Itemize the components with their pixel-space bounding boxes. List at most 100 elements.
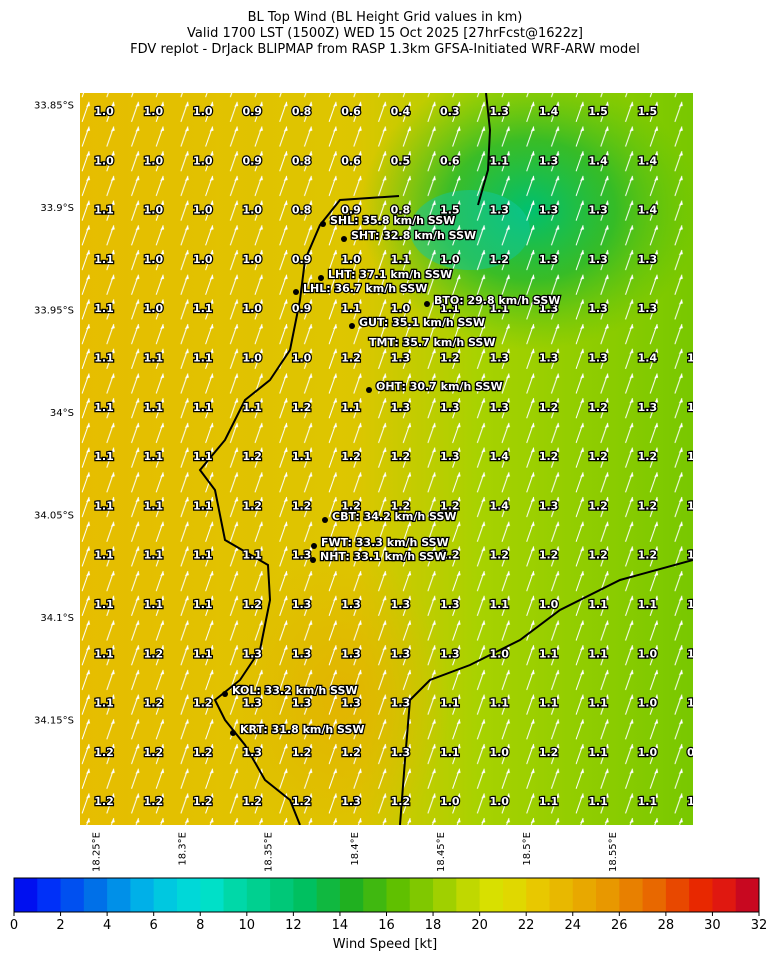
bl-height-value: 1.3 (391, 401, 411, 414)
station-label: NHT: 33.1 km/h SSW (320, 550, 446, 563)
bl-height-value: 1.3 (638, 302, 658, 315)
lat-tick-label: 33.85°S (34, 100, 74, 111)
bl-height-value: 1.1 (94, 302, 114, 315)
colorbar-swatch (549, 878, 574, 912)
colorbar-swatch (712, 878, 737, 912)
bl-height-value: 1.3 (638, 253, 658, 266)
bl-height-value: 1.1 (242, 549, 262, 562)
lon-tick-label: 18.25°E (91, 832, 102, 872)
bl-height-value: 1.3 (242, 697, 262, 710)
colorbar-swatch (223, 878, 248, 912)
colorbar-swatch (409, 878, 434, 912)
bl-height-value: 1.3 (292, 647, 312, 660)
bl-height-value: 1.3 (489, 105, 509, 118)
bl-height-value: 1.1 (687, 598, 707, 611)
bl-height-value: 1.2 (539, 401, 559, 414)
bl-height-value: 1.1 (391, 253, 411, 266)
bl-height-value: 1.4 (638, 154, 658, 167)
bl-height-value: 1.2 (341, 450, 361, 463)
colorbar-tick-label: 0 (10, 918, 18, 933)
bl-height-value: 1.2 (638, 450, 658, 463)
bl-height-value: 1.1 (539, 795, 559, 808)
lat-tick-label: 34.05°S (34, 510, 74, 521)
bl-height-value: 1.2 (588, 450, 608, 463)
bl-height-value: 1.1 (440, 697, 460, 710)
colorbar-swatch (107, 878, 131, 912)
bl-height-value: 1.1 (193, 450, 213, 463)
bl-height-value: 1.0 (638, 647, 658, 660)
bl-height-value: 1.3 (638, 401, 658, 414)
bl-height-value: 0.9 (292, 302, 312, 315)
bl-height-value: 1.2 (341, 746, 361, 759)
bl-height-value: 1.4 (588, 154, 608, 167)
bl-height-value: 1.0 (292, 352, 312, 365)
bl-height-value: 1.3 (341, 697, 361, 710)
bl-height-value: 0.6 (341, 154, 361, 167)
bl-height-value: 1.2 (242, 499, 262, 512)
colorbar-tick-label: 26 (611, 918, 628, 933)
colorbar-swatch (619, 878, 644, 912)
bl-height-value: 1.0 (638, 697, 658, 710)
bl-height-value: 1.1 (341, 401, 361, 414)
station-label: TMT: 35.7 km/h SSW (369, 336, 496, 349)
bl-height-value: 1.1 (539, 647, 559, 660)
bl-height-value: 1.1 (193, 302, 213, 315)
bl-height-value: 1.1 (440, 302, 460, 315)
station-label: SHT: 32.8 km/h SSW (351, 229, 476, 242)
bl-height-value: 1.1 (94, 647, 114, 660)
bl-height-value: 1.3 (489, 401, 509, 414)
bl-height-value: 1.3 (242, 647, 262, 660)
bl-height-value: 1.0 (94, 154, 114, 167)
bl-height-value: 0.9 (341, 204, 361, 217)
bl-height-value: 1.1 (687, 647, 707, 660)
colorbar-swatch (596, 878, 620, 912)
bl-height-value: 1.0 (440, 795, 460, 808)
station-label: CBT: 34.2 km/h SSW (332, 510, 457, 523)
bl-height-value: 1.2 (292, 746, 312, 759)
colorbar-tick-label: 6 (150, 918, 158, 933)
station-label: LHL: 36.7 km/h SSW (303, 282, 427, 295)
bl-height-value: 1.2 (242, 795, 262, 808)
bl-height-value: 1.2 (242, 598, 262, 611)
bl-height-value: 1.3 (391, 598, 411, 611)
bl-height-value: 1.2 (638, 549, 658, 562)
bl-height-value: 1.2 (588, 549, 608, 562)
bl-height-value: 0.3 (440, 105, 460, 118)
bl-height-value: 1.2 (341, 499, 361, 512)
station-label: SHL: 35.8 km/h SSW (330, 214, 455, 227)
colorbar-swatch (456, 878, 481, 912)
bl-height-value: 1.1 (489, 697, 509, 710)
station-dot (322, 517, 328, 523)
lat-tick-label: 33.9°S (40, 203, 74, 214)
bl-height-value: 0.5 (391, 154, 411, 167)
bl-height-value: 1.2 (242, 450, 262, 463)
bl-height-value: 1.3 (440, 401, 460, 414)
bl-height-value: 1.1 (193, 647, 213, 660)
bl-height-value: 1.3 (242, 746, 262, 759)
station-label: KRT: 31.8 km/h SSW (240, 723, 365, 736)
colorbar-tick-label: 10 (239, 918, 256, 933)
subtitle: Valid 1700 LST (1500Z) WED 15 Oct 2025 [… (187, 26, 583, 41)
bl-height-value: 1.3 (391, 697, 411, 710)
bl-height-value: 1.0 (242, 204, 262, 217)
bl-height-value: 1.3 (539, 154, 559, 167)
bl-height-value: 1.3 (341, 647, 361, 660)
bl-height-value: 1.1 (144, 401, 164, 414)
bl-height-value: 1.1 (292, 450, 312, 463)
colorbar-swatch (60, 878, 85, 912)
station-label: BTO: 29.8 km/h SSW (434, 294, 560, 307)
bl-height-value: 1.0 (144, 302, 164, 315)
bl-height-value: 1.0 (242, 302, 262, 315)
bl-height-value: 1.2 (489, 253, 509, 266)
bl-height-value: 1.3 (588, 352, 608, 365)
bl-height-value: 1.1 (193, 598, 213, 611)
bl-height-value: 1.1 (440, 746, 460, 759)
colorbar-swatch (37, 878, 62, 912)
bl-height-value: 1.2 (588, 401, 608, 414)
colorbar-tick-label: 16 (378, 918, 395, 933)
bl-height-value: 1.1 (94, 401, 114, 414)
bl-height-value: 1.1 (588, 795, 608, 808)
bl-height-value: 1.0 (440, 253, 460, 266)
bl-height-value: 1.3 (588, 302, 608, 315)
